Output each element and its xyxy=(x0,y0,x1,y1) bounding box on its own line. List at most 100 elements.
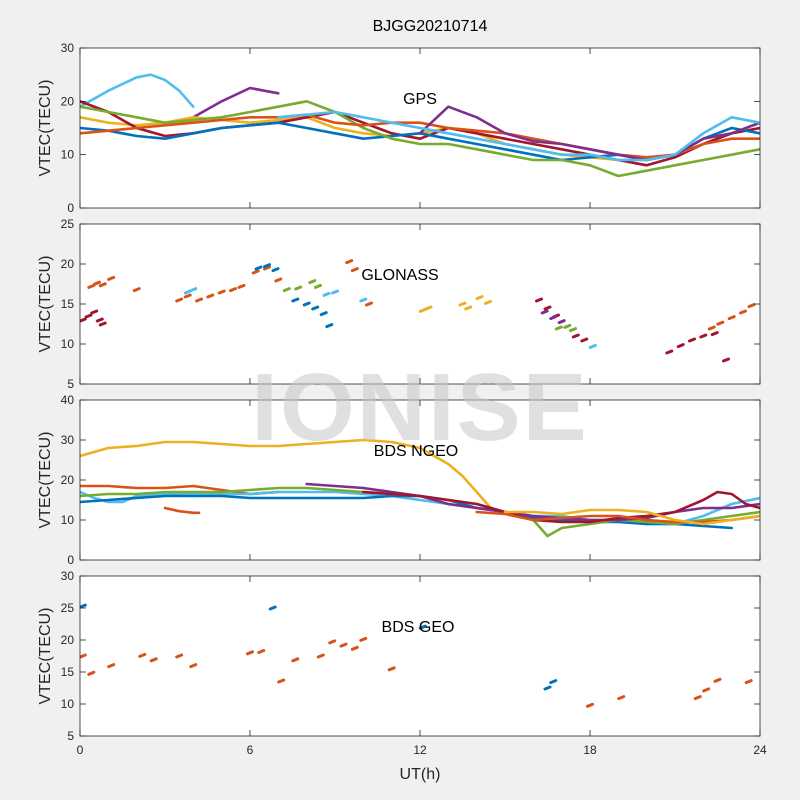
x-axis-label: UT(h) xyxy=(400,766,441,783)
y-axis-label: VTEC(TECU) xyxy=(37,256,54,353)
series-group xyxy=(80,438,760,538)
data-point xyxy=(80,653,87,659)
data-point xyxy=(676,343,685,349)
y-tick-label: 30 xyxy=(61,569,75,583)
x-tick-label: 6 xyxy=(247,743,254,757)
data-point xyxy=(464,305,473,311)
y-tick-label: 15 xyxy=(61,297,75,311)
x-tick-label: 0 xyxy=(77,743,84,757)
data-point xyxy=(350,645,359,651)
y-tick-label: 15 xyxy=(61,665,75,679)
data-point xyxy=(722,357,730,363)
y-axis-label: VTEC(TECU) xyxy=(37,432,54,529)
data-point xyxy=(98,321,107,327)
data-point xyxy=(189,287,198,293)
plot-area xyxy=(80,400,760,560)
series-line-6 xyxy=(80,100,760,178)
data-point xyxy=(359,297,368,303)
data-point xyxy=(688,337,696,343)
y-tick-label: 30 xyxy=(61,41,75,55)
panel-annotation: BDS NGEO xyxy=(374,443,458,460)
panels: 0 10 20 30 VTEC(TECU) GPS 5 10 15 20 25 VTEC(TECU) G… xyxy=(37,41,767,757)
data-point xyxy=(617,695,626,701)
data-point xyxy=(93,280,101,286)
data-point xyxy=(263,263,271,269)
data-point xyxy=(107,663,116,669)
watermark: IONISE xyxy=(251,354,588,461)
data-point xyxy=(418,624,427,630)
data-point xyxy=(424,305,433,311)
data-point xyxy=(747,303,756,309)
data-point xyxy=(543,305,552,311)
data-point xyxy=(571,333,580,339)
data-point xyxy=(543,685,552,691)
data-point xyxy=(251,269,260,275)
y-tick-label: 30 xyxy=(61,433,75,447)
data-point xyxy=(713,677,722,683)
y-tick-label: 0 xyxy=(67,553,74,567)
data-point xyxy=(90,309,99,315)
data-point xyxy=(710,331,719,337)
panel-annotation: GLONASS xyxy=(361,267,438,284)
data-point xyxy=(87,283,96,289)
data-point xyxy=(237,283,246,289)
data-point xyxy=(699,333,708,339)
data-point xyxy=(716,320,725,326)
y-tick-label: 20 xyxy=(61,633,75,647)
data-point xyxy=(254,265,263,271)
data-point xyxy=(387,666,396,672)
series-line-7 xyxy=(305,482,760,522)
data-point xyxy=(319,311,328,317)
data-point xyxy=(325,323,334,329)
series-line-9 xyxy=(276,110,760,162)
y-axis-label: VTEC(TECU) xyxy=(37,80,54,177)
data-point xyxy=(257,649,266,654)
data-point xyxy=(183,289,192,295)
data-point xyxy=(744,679,753,685)
plot-area xyxy=(80,576,760,736)
data-point xyxy=(291,657,300,663)
data-point xyxy=(316,653,325,659)
data-point xyxy=(418,307,427,313)
data-point xyxy=(365,301,373,307)
data-point xyxy=(274,277,283,283)
y-tick-label: 5 xyxy=(67,729,74,743)
data-point xyxy=(263,265,271,271)
data-point xyxy=(707,325,716,331)
data-point xyxy=(739,309,747,315)
data-point xyxy=(665,349,674,355)
x-tick-label: 12 xyxy=(413,743,427,757)
series-line-10 xyxy=(503,508,760,526)
data-point xyxy=(107,275,116,281)
series-group xyxy=(80,259,756,363)
series-group xyxy=(80,73,760,178)
y-tick-label: 25 xyxy=(61,601,75,615)
y-tick-label: 5 xyxy=(67,377,74,391)
y-tick-label: 10 xyxy=(61,148,75,162)
panel-annotation: BDS GEO xyxy=(382,619,455,636)
data-point xyxy=(569,327,577,333)
data-point xyxy=(183,293,192,299)
data-point xyxy=(149,657,158,663)
series-line-8 xyxy=(418,105,760,162)
y-axis-label: VTEC(TECU) xyxy=(37,608,54,705)
y-tick-label: 20 xyxy=(61,94,75,108)
series-line-7 xyxy=(80,113,760,159)
data-point xyxy=(535,297,543,303)
data-point xyxy=(557,319,566,325)
data-point xyxy=(308,279,317,285)
data-point xyxy=(175,653,184,659)
data-point xyxy=(195,297,203,303)
data-point xyxy=(277,678,286,684)
figure-title: BJGG20210714 xyxy=(373,18,488,35)
data-point xyxy=(132,287,141,293)
series-line-8 xyxy=(361,490,760,524)
data-point xyxy=(271,267,280,273)
data-point xyxy=(302,301,311,307)
panel-annotation: GPS xyxy=(403,91,437,108)
data-point xyxy=(458,301,467,307)
data-point xyxy=(189,663,198,669)
y-tick-label: 10 xyxy=(61,513,75,527)
y-tick-label: 40 xyxy=(61,393,75,407)
